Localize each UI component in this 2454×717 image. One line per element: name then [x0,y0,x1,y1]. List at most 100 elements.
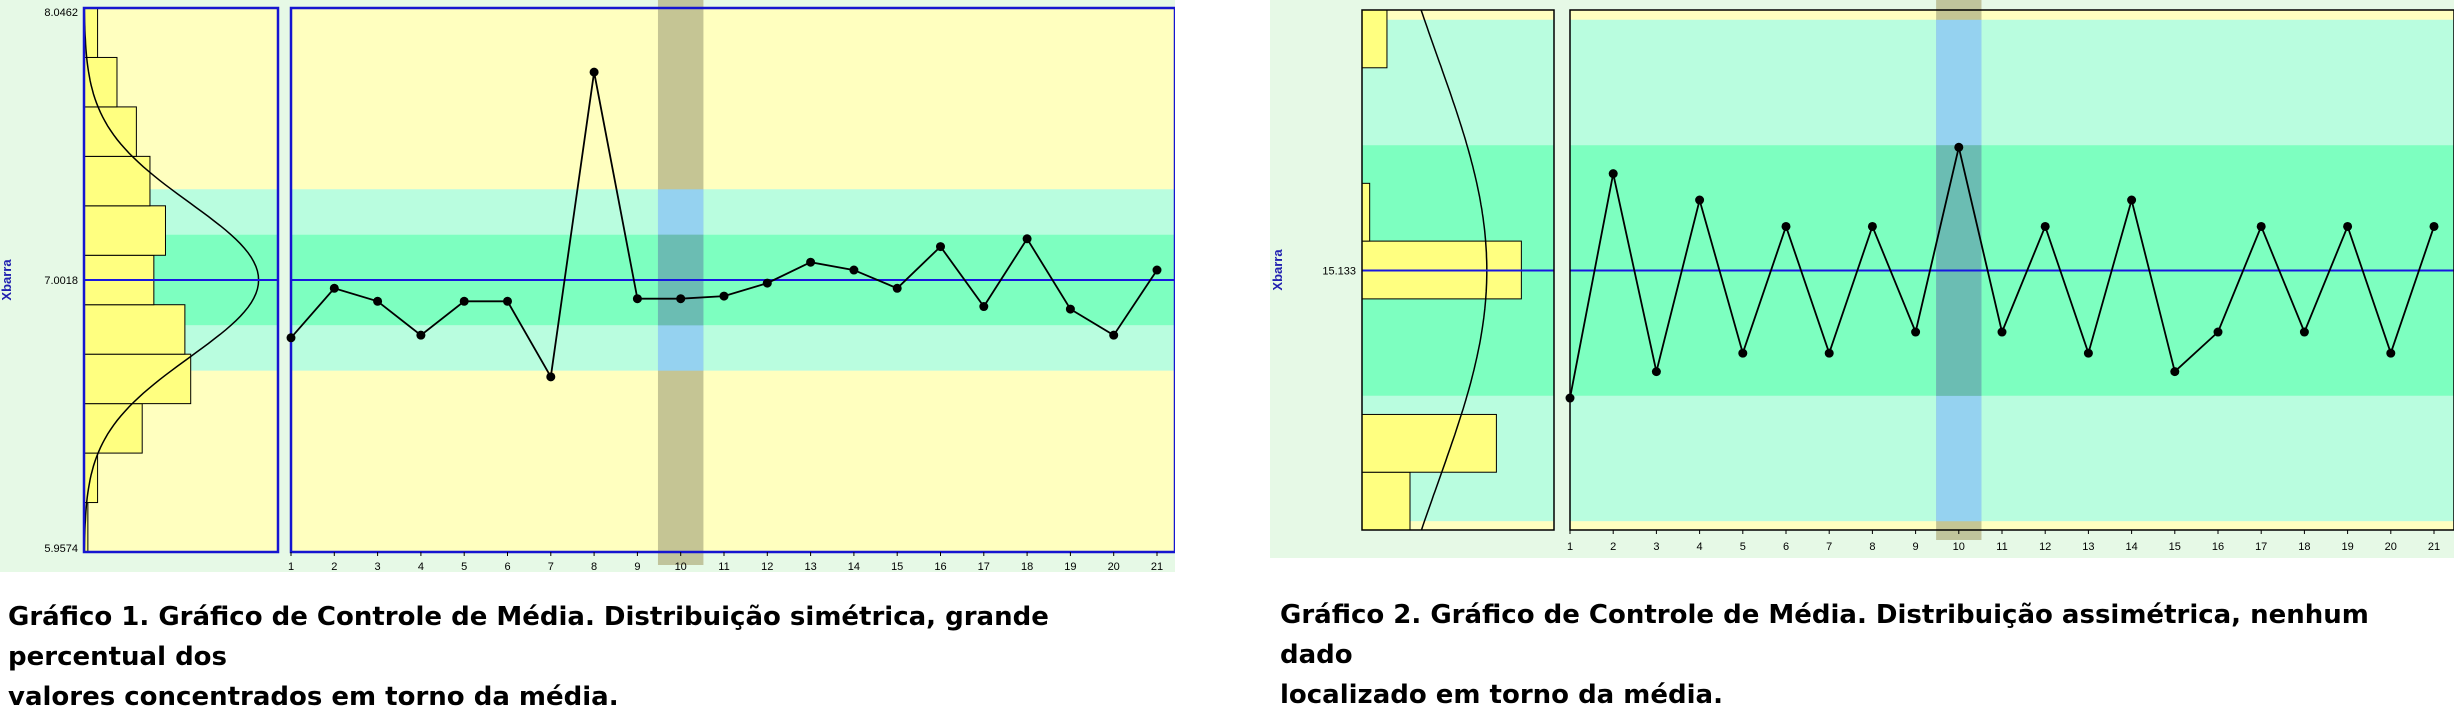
zone-a-upper-band [291,8,1175,190]
data-point [719,291,729,301]
histogram-bar [83,205,166,256]
data-point [892,283,902,293]
x-tick-label: 3 [1653,541,1659,553]
caption-1-line-1: Gráfico 1. Gráfico de Controle de Média.… [8,602,1049,672]
zone-b-lower-band [1570,395,2454,522]
zone-b-upper-band [1570,19,2454,146]
x-tick-label: 2 [331,561,337,572]
data-point [416,330,426,340]
control-chart-2: 1 2 3 4 5 6 7 8 9 10 11 12 13 14 15 16 17 18 19 20 2115.133X… [1270,0,2454,558]
data-point [676,294,686,304]
histogram-bar [1361,182,1371,242]
caption-2-line-2: localizado em torno da média. [1280,680,1723,710]
histogram-bar [83,56,118,108]
data-point [2213,327,2223,337]
data-point [1651,367,1661,377]
hist-zone-a-lower-band [1362,521,1554,530]
data-point [1695,195,1705,205]
data-point [1022,234,1032,244]
x-tick-label: 20 [1108,561,1120,572]
x-tick-label: 6 [504,561,510,572]
caption-1-line-2: valores concentrados em torno da média. [8,682,619,712]
zone-b-lower-band [291,325,1175,371]
x-tick-label: 12 [761,561,773,572]
zone-a-lower-band [1570,521,2454,530]
histogram-frame [1361,9,1555,531]
data-point [1109,330,1119,340]
data-point [1565,393,1575,403]
x-tick-label: 5 [461,561,467,572]
caption-2-line-1: Gráfico 2. Gráfico de Controle de Média.… [1280,600,2369,670]
data-point [2127,195,2137,205]
x-tick-label: 21 [2428,541,2440,553]
x-tick-label: 4 [1697,541,1703,553]
data-point [936,242,945,252]
data-point [849,265,859,275]
data-point [762,278,772,288]
x-tick-label: 12 [2039,541,2051,553]
data-point [2429,221,2439,231]
x-tick-label: 1 [288,561,294,572]
caption-2: Gráfico 2. Gráfico de Controle de Média.… [1280,595,2450,715]
data-point [329,283,339,293]
data-point [1954,142,1964,152]
y-tick-label: 15.133 [1322,266,1356,278]
data-point [2299,327,2309,337]
x-tick-label: 15 [891,561,903,572]
x-tick-label: 20 [2385,541,2397,553]
x-tick-label: 13 [804,561,816,572]
x-tick-label: 6 [1783,541,1789,553]
data-point [2170,367,2180,377]
y-axis-label: Xbarra [1270,249,1285,291]
y-axis-label: Xbarra [0,259,14,301]
zone-a-lower-band [291,370,1175,552]
data-point [1152,265,1162,275]
data-point [2256,221,2266,231]
x-tick-label: 14 [848,561,860,572]
y-tick-label: 8.0462 [44,7,78,19]
data-point [1738,348,1748,358]
x-tick-label: 11 [718,561,729,572]
control-chart-1: 1 2 3 4 5 6 7 8 9 10 11 12 13 14 15 16 17 18 19 20 218.04627… [0,0,1175,572]
histogram-bar [83,304,186,355]
data-point [546,372,556,382]
data-point [2386,348,2396,358]
histogram-bar [1361,413,1497,473]
x-tick-label: 2 [1610,541,1616,553]
plot-frame [289,6,1175,554]
x-tick-label: 10 [1953,541,1965,553]
data-point [1911,327,1921,337]
x-tick-label: 17 [978,561,990,572]
caption-1: Gráfico 1. Gráfico de Controle de Média.… [8,597,1178,717]
histogram-bar [1361,9,1388,69]
data-point [373,296,383,306]
x-tick-label: 16 [2212,541,2224,553]
data-point [1997,327,2007,337]
x-tick-label: 7 [548,561,554,572]
data-point [1065,304,1075,314]
zone-b-upper-band [291,189,1175,235]
data-point [979,302,989,312]
zone-a-upper-band [1570,10,2454,20]
histogram-bar [1361,471,1411,531]
x-tick-label: 9 [634,561,640,572]
hist-zone-b-upper-band [1362,19,1554,146]
chart-panel-2: 1 2 3 4 5 6 7 8 9 10 11 12 13 14 15 16 17 18 19 20 21 15.133 X… [1270,0,2454,558]
x-tick-label: 5 [1740,541,1746,553]
x-tick-label: 3 [375,561,381,572]
x-tick-label: 10 [675,561,687,572]
data-point [2083,348,2093,358]
histogram-bar [83,353,192,405]
x-tick-label: 18 [2298,541,2310,553]
x-tick-label: 4 [418,561,424,572]
data-point [286,333,296,343]
x-tick-label: 19 [2341,541,2353,553]
histogram-bar [83,403,143,454]
data-point [2040,221,2050,231]
x-tick-label: 8 [1869,541,1875,553]
data-point [1824,348,1834,358]
x-tick-label: 9 [1913,541,1919,553]
histogram-bar [83,106,137,157]
data-point [632,294,642,304]
x-tick-label: 14 [2125,541,2137,553]
